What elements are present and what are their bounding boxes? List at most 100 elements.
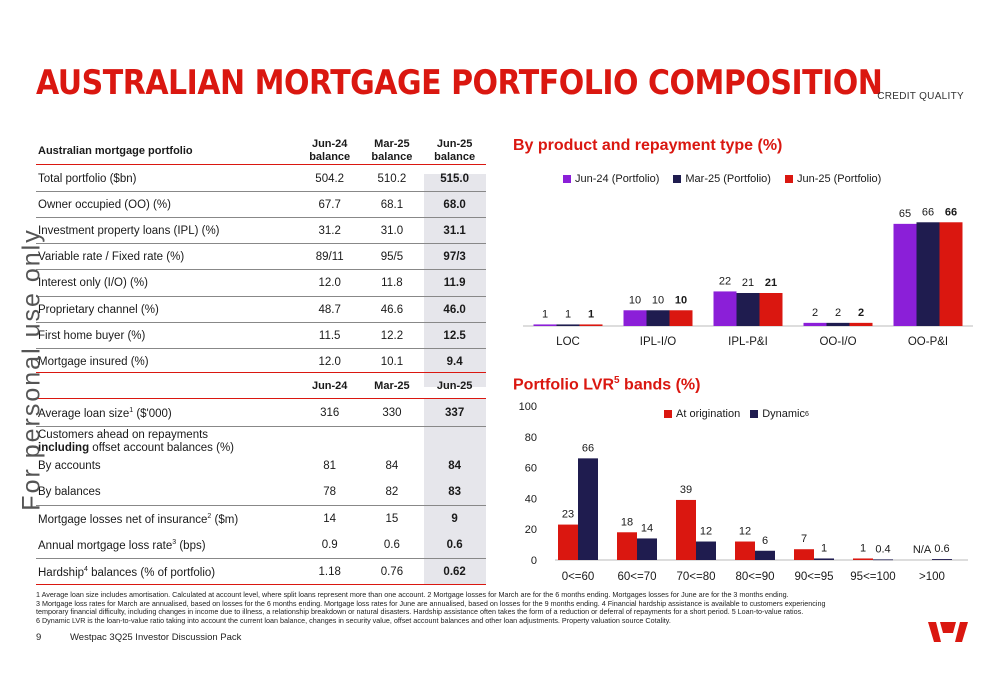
row-label: By accounts [38,460,101,472]
category-label: 0<=60 [562,571,595,583]
bar [794,549,814,560]
cell-jun25: 9.4 [446,355,463,368]
cell-jun24: 81 [323,460,337,472]
row-label: Interest only (I/O) (%) [38,277,148,290]
col-header-jun24-line2: balance [309,151,351,163]
cell-jun24: 316 [320,407,340,419]
legend-item-dynamic: Dynamic 6 [750,408,809,420]
table-header-label: Australian mortgage portfolio [38,144,193,157]
bar [939,222,963,326]
cell-mar25: 510.2 [377,173,407,186]
data-label: 1 [542,308,548,320]
bar [736,293,760,326]
hardship-label: Hardship [38,566,85,579]
table-header-row: Australian mortgage portfolio Jun-24 bala… [36,136,486,166]
cell-jun25: 31.1 [443,225,466,238]
cell-jun25: 46.0 [443,303,466,316]
legend-swatch [784,175,793,183]
col-header-jun25-line2: balance [434,151,476,163]
cell-mar25: 0.6 [383,539,400,551]
legend-label: At origination [676,408,741,420]
cell-jun25: 9 [451,513,458,525]
col-header-mar25: Mar-25 balance [361,138,424,164]
data-label: 65 [899,208,911,220]
bar [558,524,578,560]
table-row: Total portfolio ($bn) 504.2 510.2 515.0 [36,166,486,192]
table-row-by-accounts: By accounts 81 84 84 [36,454,486,478]
bar [646,310,670,326]
data-label: 2 [812,307,818,319]
row-divider [36,321,486,323]
page-number: 9 [36,632,42,643]
watermark-text: For personal use only [17,228,46,511]
col-header-jun24: Jun-24 balance [299,138,361,164]
legend-item-jun25: Jun-25 (Portfolio) [784,173,881,185]
cell-mar25: 95/5 [380,251,404,264]
legend-swatch [673,175,682,183]
data-label: 66 [945,206,957,218]
row-divider [36,347,486,349]
cell-mar25: 84 [385,460,399,472]
legend-item-jun24: Jun-24 (Portfolio) [563,173,659,185]
table-row-by-balances: By balances 78 82 83 [36,480,486,504]
row-label: Investment property loans (IPL) (%) [38,225,220,238]
customers-ahead-line2: including offset account balances (%) [38,442,300,455]
bar [814,558,834,560]
losses-label: Mortgage losses net of insurance [38,513,208,526]
highlight-column-bottom [424,398,486,584]
y-tick-label: 40 [525,493,537,505]
row-label: Hardship4 balances (% of portfolio) [36,566,299,579]
highlight-column-top [424,174,486,387]
table-header-row-2: Jun-24 Mar-25 Jun-25 [36,376,486,396]
row-divider [36,505,486,506]
bar [759,293,783,326]
data-label: 21 [742,277,754,289]
header-2-divider [36,398,486,399]
row-label: Total portfolio ($bn) [38,173,137,186]
table-row-customers-ahead: Customers ahead on repayments including … [36,428,486,456]
legend-label: Mar-25 (Portfolio) [685,173,771,185]
footnote-ref: 2 [207,512,212,520]
legend-label: Dynamic [762,408,806,420]
cell-jun24: 14 [323,513,337,525]
footnote-line: 3 Mortgage loss rates for March are annu… [36,598,826,608]
category-label: 95<=100 [850,571,895,583]
bar [617,532,637,560]
row-label: Variable rate / Fixed rate (%) [38,251,185,264]
row-label: Annual mortgage loss rate3 (bps) [36,539,299,552]
y-tick-label: 80 [525,432,537,444]
table-row: Interest only (I/O) (%) 12.0 11.8 11.9 [36,270,486,296]
cell-jun25: 515.0 [440,173,470,186]
footnote-line: 1 Average loan size includes amortisatio… [36,590,789,599]
cell-jun24: 1.18 [318,566,341,578]
col2-header-jun25: Jun-25 [436,379,473,392]
hardship-unit: balances (% of portfolio) [87,566,216,579]
y-tick-label: 100 [519,401,537,413]
legend-item-mar25: Mar-25 (Portfolio) [673,173,771,185]
table-row: Mortgage insured (%) 12.0 10.1 9.4 [36,349,486,375]
data-label: 23 [562,509,574,521]
row-label: Proprietary channel (%) [38,303,159,316]
cell-jun24: 78 [323,486,337,498]
cell-mar25: 11.8 [381,277,403,290]
col-header-jun24-line1: Jun-24 [311,138,348,150]
bar [849,322,873,326]
table-row: Investment property loans (IPL) (%) 31.2 3… [36,218,486,244]
col-header-mar25-line2: balance [371,151,413,163]
cell-jun24: 48.7 [318,303,341,316]
cell-jun25: 97/3 [443,251,466,264]
table-row: First home buyer (%) 11.5 12.2 12.5 [36,323,486,349]
data-label: 66 [582,442,594,454]
legend-swatch [750,410,759,418]
category-label: 70<=80 [676,571,715,583]
westpac-logo-icon [928,622,968,642]
row-divider [36,191,486,193]
bar [893,223,917,326]
legend-swatch [563,175,571,183]
category-label: OO-P&I [908,336,948,348]
cell-mar25: 12.2 [380,329,404,342]
cell-jun24: 67.7 [318,199,341,212]
col2-header-mar25: Mar-25 [374,379,410,392]
bar [755,550,775,560]
